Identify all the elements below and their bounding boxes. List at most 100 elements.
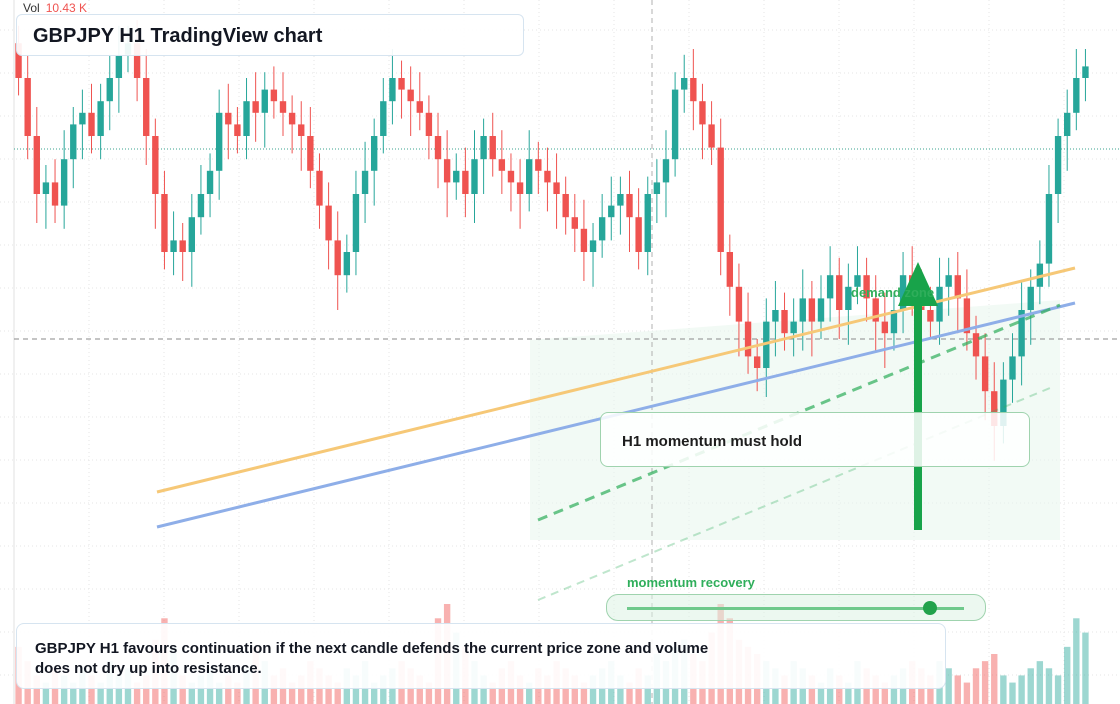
slider-knob[interactable]	[923, 601, 938, 615]
candle-body	[936, 286, 943, 322]
candle-body	[717, 147, 724, 252]
candle-body	[726, 252, 734, 287]
slider-track	[627, 607, 964, 610]
volume-bar	[115, 675, 123, 704]
candle-body	[799, 298, 806, 322]
candle-body	[152, 136, 159, 194]
candle-body	[352, 194, 360, 252]
candle-body	[206, 170, 214, 194]
volume-bar	[617, 675, 624, 704]
candle-body	[571, 217, 578, 229]
momentum-recovery-slider[interactable]	[606, 594, 986, 621]
volume-bar	[1000, 675, 1007, 704]
candle-body	[899, 275, 907, 310]
candle-body	[535, 159, 542, 171]
volume-bar	[489, 682, 496, 704]
candle-body	[462, 170, 469, 194]
chart-title: GBPJPY H1 TradingView chart	[33, 25, 323, 47]
candle-body	[88, 112, 95, 136]
candle-body	[70, 124, 77, 160]
candle-body	[106, 78, 113, 102]
candle-body	[972, 333, 980, 357]
candle-body	[471, 159, 478, 194]
candle-body	[243, 101, 250, 136]
candle-body	[443, 159, 451, 183]
volume-bar	[370, 682, 378, 704]
candle-body	[60, 159, 68, 206]
volume-bar	[644, 675, 651, 704]
volume-bar	[845, 682, 852, 704]
candle-body	[981, 356, 989, 392]
candle-body	[389, 78, 396, 102]
candle-body	[781, 310, 788, 334]
volume-bar	[416, 675, 423, 704]
candle-body	[662, 159, 670, 183]
candle-body	[890, 310, 898, 334]
candle-body	[489, 136, 496, 160]
candle-body	[1064, 112, 1071, 136]
momentum-note: H1 momentum must hold	[622, 433, 803, 450]
candle-body	[991, 391, 998, 426]
candle-body	[197, 194, 205, 218]
candle-body	[33, 136, 40, 194]
candle-body	[635, 217, 642, 252]
candle-body	[279, 101, 287, 113]
volume-bar	[954, 675, 961, 704]
candle-body	[690, 78, 697, 102]
candle-body	[608, 205, 615, 218]
candle-body	[416, 101, 423, 113]
candle-body	[735, 286, 743, 322]
candle-body	[516, 182, 524, 194]
volume-bar	[981, 661, 989, 704]
recovery-slider-label: momentum recovery	[627, 575, 755, 590]
volume-bar	[60, 675, 68, 704]
volume-bar	[516, 675, 524, 704]
volume-bar	[571, 675, 578, 704]
candle-body	[954, 275, 961, 299]
volume-bar	[1036, 661, 1044, 704]
momentum-note-card: H1 momentum must hold	[600, 412, 1030, 467]
candle-body	[526, 159, 533, 194]
candle-body	[325, 205, 332, 241]
candle-body	[845, 286, 852, 310]
candle-body	[963, 298, 971, 334]
candle-body	[316, 170, 323, 206]
candle-body	[790, 321, 797, 334]
candle-body	[553, 182, 560, 194]
candle-body	[1009, 356, 1016, 380]
candle-body	[407, 89, 414, 102]
candle-body	[261, 89, 268, 113]
volume-bar	[197, 675, 205, 704]
volume-bar	[143, 675, 150, 704]
candle-body	[671, 89, 679, 160]
candle-body	[51, 182, 59, 206]
candle-body	[681, 78, 688, 90]
candle-body	[881, 321, 889, 334]
candle-body	[617, 194, 624, 206]
candle-body	[380, 101, 387, 136]
caption-text: GBPJPY H1 favours continuation if the ne…	[35, 640, 709, 677]
volume-bar	[991, 654, 998, 704]
candle-body	[370, 136, 378, 171]
candle-body	[507, 170, 515, 183]
volume-bar	[781, 675, 788, 704]
candle-body	[143, 78, 150, 136]
candle-body	[945, 275, 952, 287]
volume-bar	[1064, 646, 1071, 704]
candle-body	[480, 136, 487, 160]
volume-bar	[270, 675, 278, 704]
candle-body	[288, 112, 296, 125]
candle-body	[334, 240, 341, 276]
candle-body	[15, 43, 22, 78]
volume-bar	[1045, 668, 1053, 704]
volume-bar	[88, 675, 95, 704]
candle-body	[170, 240, 177, 252]
candle-body	[298, 124, 305, 136]
volume-bar	[334, 682, 341, 704]
volume-bar	[1018, 675, 1025, 704]
candle-body	[562, 194, 569, 218]
candle-body	[580, 228, 588, 252]
candle-body	[854, 275, 861, 287]
volume-bar	[380, 675, 387, 704]
